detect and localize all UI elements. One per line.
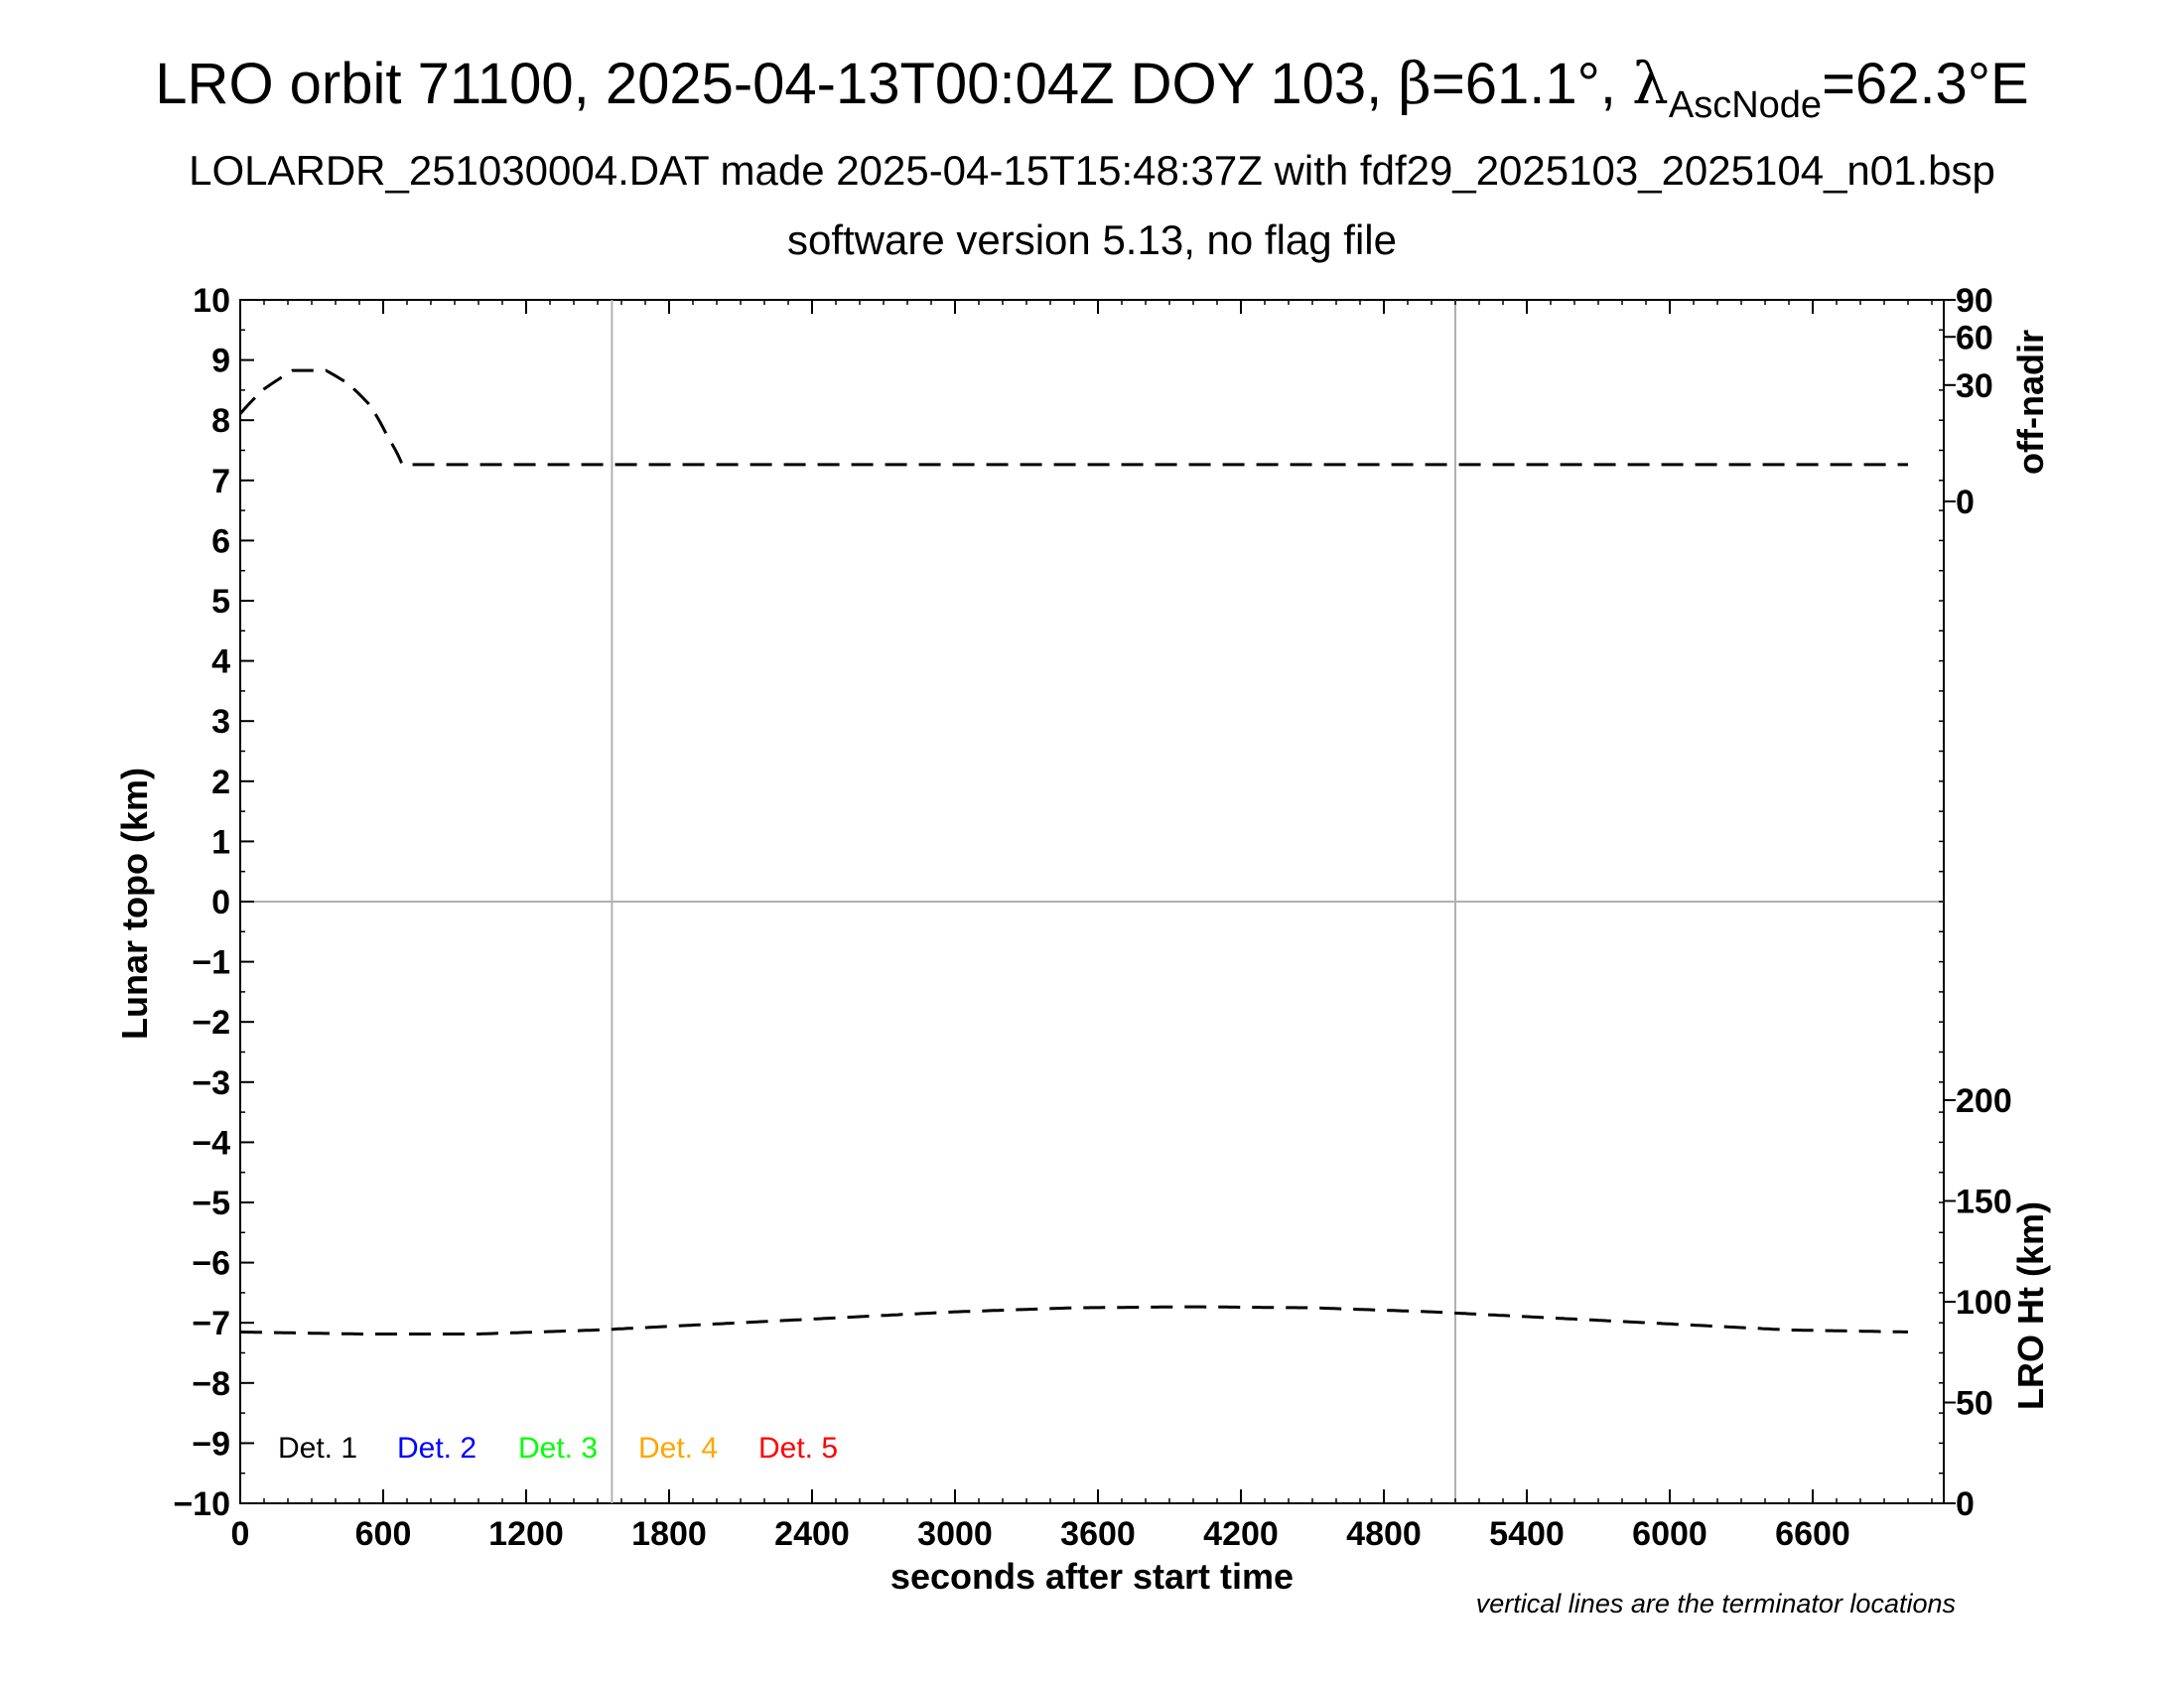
x-tick-label: 1800 — [631, 1515, 707, 1553]
y-tick-label: 10 — [193, 282, 230, 320]
legend-entry-det-5: Det. 5 — [758, 1432, 838, 1465]
right-bottom-tick-label: 150 — [1956, 1183, 2012, 1220]
x-tick-label: 0 — [231, 1515, 250, 1553]
y-tick-label: 6 — [211, 522, 230, 560]
y-tick-label: 9 — [211, 343, 230, 380]
y-tick-label: 8 — [211, 402, 230, 440]
right-bottom-tick-label: 0 — [1956, 1485, 1975, 1523]
y-tick-label: −4 — [192, 1124, 230, 1162]
x-tick-label: 4200 — [1203, 1515, 1279, 1553]
y-tick-label: −6 — [192, 1245, 230, 1283]
right-axis-top-label: off-nadir — [2010, 330, 2051, 475]
y-tick-label: −2 — [192, 1004, 230, 1042]
y-tick-label: −7 — [192, 1305, 230, 1342]
x-tick-label: 5400 — [1489, 1515, 1565, 1553]
lro-height-series — [239, 1305, 1908, 1336]
x-tick-label: 3600 — [1060, 1515, 1136, 1553]
y-tick-label: 1 — [211, 823, 230, 861]
right-top-tick-label: 90 — [1956, 282, 1993, 320]
legend: Det. 1 Det. 2 Det. 3 Det. 4 Det. 5 — [278, 1432, 838, 1465]
tick-labels: 0 600 1200 1800 2400 3000 3600 4200 4800 5400 6000… — [173, 282, 2011, 1553]
legend-entry-det-1: Det. 1 — [278, 1432, 357, 1465]
footnote: vertical lines are the terminator locati… — [1476, 1589, 1956, 1618]
off-nadir-series — [238, 368, 1908, 467]
right-top-tick-label: 60 — [1956, 319, 1993, 356]
right-bottom-tick-label: 100 — [1956, 1284, 2012, 1322]
y-axis-label: Lunar topo (km) — [114, 768, 155, 1040]
legend-entry-det-4: Det. 4 — [638, 1432, 718, 1465]
y-tick-label: −9 — [192, 1425, 230, 1463]
x-axis-label: seconds after start time — [890, 1556, 1294, 1597]
y-tick-label: 4 — [211, 643, 230, 681]
x-tick-label: 4800 — [1346, 1515, 1422, 1553]
y-tick-label: −5 — [192, 1185, 230, 1222]
right-bottom-tick-label: 50 — [1956, 1384, 1993, 1422]
chart-title: LRO orbit 71100, 2025-04-13T00:04Z DOY 1… — [155, 50, 2028, 126]
y-tick-label: 0 — [211, 884, 230, 921]
y-tick-label: −8 — [192, 1365, 230, 1403]
x-tick-label: 600 — [355, 1515, 412, 1553]
grid-lines — [240, 300, 1944, 1503]
chart-subtitle-software: software version 5.13, no flag file — [787, 216, 1397, 263]
right-top-tick-label: 30 — [1956, 367, 1993, 405]
x-tick-label: 2400 — [774, 1515, 850, 1553]
chart-subtitle: LOLARDR_251030004.DAT made 2025-04-15T15… — [189, 147, 1995, 194]
y-tick-label: 5 — [211, 583, 230, 621]
y-tick-label: −10 — [173, 1485, 230, 1523]
x-tick-label: 6000 — [1632, 1515, 1707, 1553]
series — [238, 368, 1908, 1336]
x-tick-label: 1200 — [488, 1515, 564, 1553]
y-tick-label: −3 — [192, 1064, 230, 1102]
y-tick-label: 3 — [211, 703, 230, 741]
y-tick-label: 7 — [211, 463, 230, 500]
right-axis-bottom-label: LRO Ht (km) — [2010, 1201, 2051, 1410]
x-tick-label: 3000 — [917, 1515, 993, 1553]
legend-entry-det-2: Det. 2 — [397, 1432, 477, 1465]
legend-entry-det-3: Det. 3 — [518, 1432, 598, 1465]
right-bottom-tick-label: 200 — [1956, 1082, 2012, 1120]
y-tick-label: −1 — [192, 944, 230, 982]
x-tick-label: 6600 — [1775, 1515, 1850, 1553]
right-top-tick-label: 0 — [1956, 484, 1975, 521]
y-tick-label: 2 — [211, 764, 230, 801]
axis-ticks — [239, 299, 1956, 1504]
